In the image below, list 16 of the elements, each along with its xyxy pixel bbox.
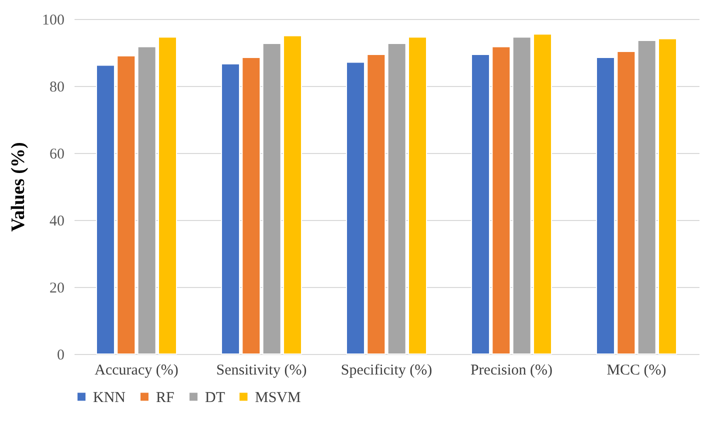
x-tick-label: Sensitivity (%) [216,362,307,378]
y-tick-label: 40 [50,214,64,230]
x-tick-label: Accuracy (%) [94,362,178,378]
legend-label: RF [156,390,174,406]
y-axis-title: Values (%) [8,142,29,232]
x-tick-label: Specificity (%) [340,362,432,378]
x-tick-label: MCC (%) [606,362,666,378]
legend-label: MSVM [255,390,301,406]
y-tick-label: 100 [42,12,64,28]
y-tick-label: 60 [50,146,64,162]
legend-label: KNN [93,390,126,406]
x-tick-label: Precision (%) [470,362,553,378]
y-tick-label: 20 [50,280,64,296]
y-tick-label: 80 [50,80,64,96]
y-tick-label: 0 [57,348,64,364]
legend-label: DT [205,390,225,406]
